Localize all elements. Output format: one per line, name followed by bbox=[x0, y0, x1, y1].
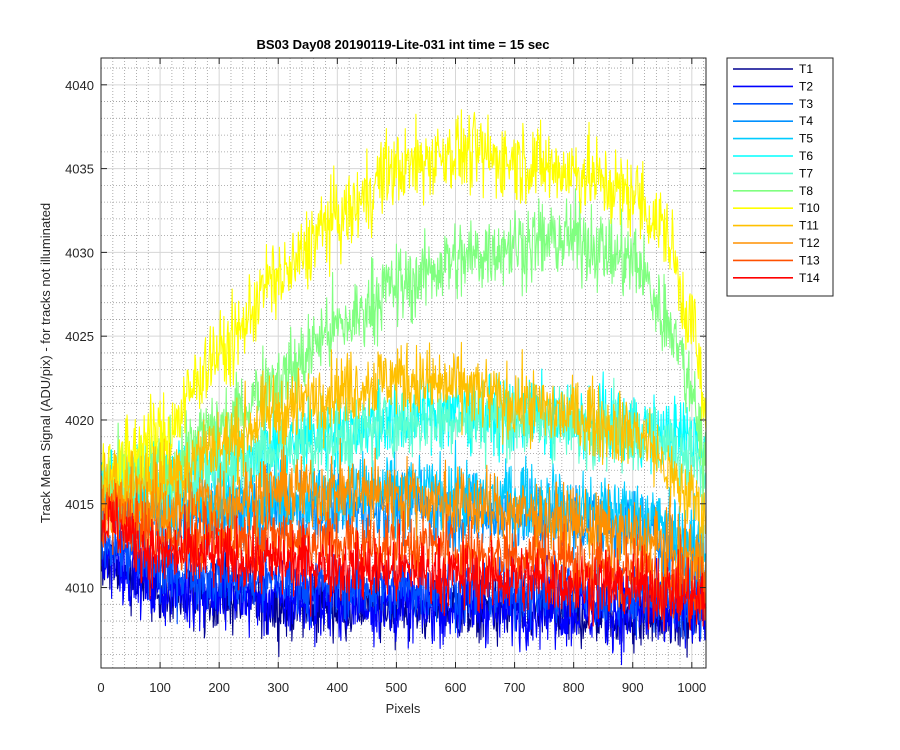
x-tick-label: 400 bbox=[326, 680, 348, 695]
chart-title: BS03 Day08 20190119-Lite-031 int time = … bbox=[256, 37, 549, 52]
y-tick-label: 4030 bbox=[65, 245, 94, 260]
legend-label-t12: T12 bbox=[799, 236, 820, 250]
legend-label-t10: T10 bbox=[799, 201, 820, 215]
legend-label-t3: T3 bbox=[799, 97, 813, 111]
series-line-t12 bbox=[101, 437, 707, 597]
x-tick-label: 1000 bbox=[677, 680, 706, 695]
x-tick-label: 0 bbox=[97, 680, 104, 695]
legend-label-t14: T14 bbox=[799, 271, 820, 285]
series-line-t10 bbox=[101, 109, 707, 508]
legend-label-t1: T1 bbox=[799, 62, 813, 76]
x-tick-label: 800 bbox=[563, 680, 585, 695]
series-line-t11 bbox=[101, 341, 707, 552]
y-tick-labels: 4010 4015 4020 4025 4030 4035 4040 bbox=[65, 78, 94, 596]
x-tick-label: 100 bbox=[149, 680, 171, 695]
series-lines bbox=[101, 109, 707, 666]
y-tick-label: 4035 bbox=[65, 162, 94, 177]
y-tick-label: 4020 bbox=[65, 413, 94, 428]
series-line-t14 bbox=[101, 496, 707, 632]
x-tick-label: 200 bbox=[208, 680, 230, 695]
legend-label-t4: T4 bbox=[799, 114, 813, 128]
legend-label-t6: T6 bbox=[799, 149, 813, 163]
legend-label-t11: T11 bbox=[799, 219, 819, 233]
x-tick-label: 900 bbox=[622, 680, 644, 695]
y-tick-label: 4025 bbox=[65, 329, 94, 344]
legend-box bbox=[726, 57, 834, 297]
legend-label-t2: T2 bbox=[799, 79, 813, 93]
x-tick-label: 500 bbox=[386, 680, 408, 695]
x-tick-label: 700 bbox=[504, 680, 526, 695]
series-line-t8 bbox=[101, 188, 707, 512]
axis-ticks bbox=[100, 58, 706, 668]
legend-label-t13: T13 bbox=[799, 253, 820, 267]
x-tick-labels: 0 100 200 300 400 500 600 700 800 900 1000 bbox=[97, 680, 706, 695]
legend-label-t8: T8 bbox=[799, 184, 813, 198]
x-axis-label: Pixels bbox=[386, 701, 421, 716]
x-tick-label: 600 bbox=[445, 680, 467, 695]
y-tick-label: 4010 bbox=[65, 581, 94, 596]
y-axis-label: Track Mean Signal (ADU/pix) - for tracks… bbox=[38, 203, 53, 523]
legend-label-t7: T7 bbox=[799, 166, 813, 180]
legend: T1 T2 T3 T4 T5 T6 T7 T8 T10 T11 T12 T13 T14 bbox=[726, 57, 834, 297]
plot-area bbox=[100, 57, 707, 669]
series-line-t3 bbox=[101, 493, 707, 640]
x-tick-label: 300 bbox=[267, 680, 289, 695]
y-tick-label: 4040 bbox=[65, 78, 94, 93]
legend-label-t5: T5 bbox=[799, 132, 813, 146]
y-tick-label: 4015 bbox=[65, 497, 94, 512]
